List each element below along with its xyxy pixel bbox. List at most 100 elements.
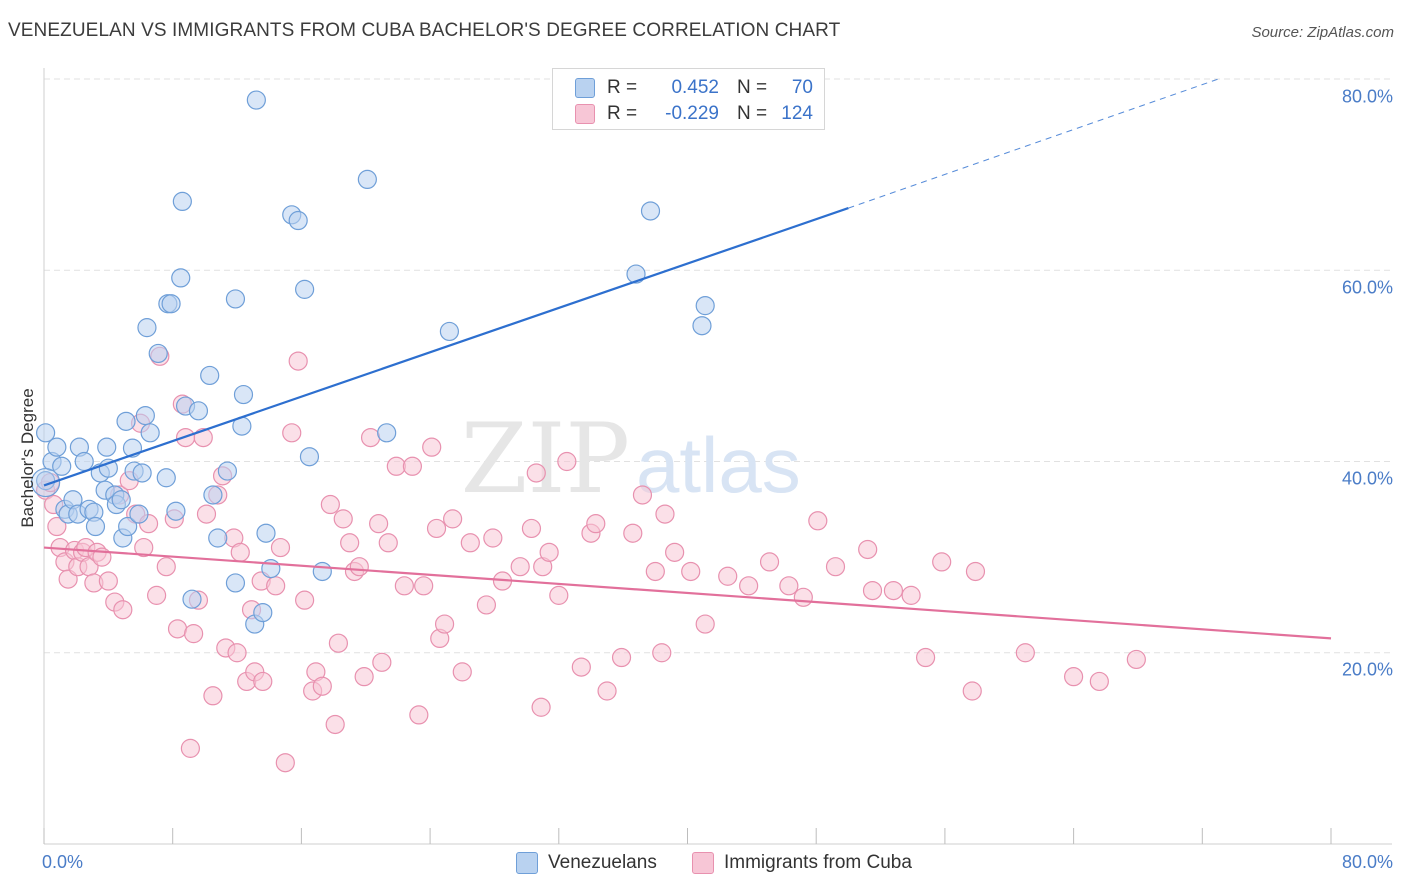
data-point-cuba — [360, 427, 381, 448]
data-point-venezuelan — [377, 423, 397, 443]
data-point-venezuelan — [246, 90, 266, 110]
trend-lines — [43, 78, 1332, 640]
data-point-venezuelan — [140, 423, 160, 443]
data-point-venezuelan — [31, 467, 61, 498]
data-point-cuba — [227, 643, 247, 663]
data-point-cuba — [779, 576, 799, 596]
data-point-cuba — [915, 647, 936, 668]
data-point-cuba — [1015, 643, 1035, 663]
data-point-cuba — [196, 504, 217, 524]
data-point-cuba — [1126, 649, 1146, 670]
legend-swatch-blue — [575, 78, 595, 98]
data-point-cuba — [759, 552, 780, 572]
data-point-cuba — [655, 504, 675, 524]
data-point-venezuelan — [74, 451, 94, 472]
data-point-cuba — [1089, 671, 1109, 692]
data-point-cuba — [652, 643, 672, 663]
data-point-venezuelan — [188, 401, 209, 421]
data-point-cuba — [695, 614, 715, 634]
data-point-cuba — [426, 518, 447, 539]
data-point-venezuelan — [36, 423, 56, 443]
data-point-venezuelan — [132, 463, 152, 483]
data-point-cuba — [340, 533, 360, 553]
data-point-venezuelan — [695, 296, 715, 316]
data-point-venezuelan — [200, 365, 220, 386]
data-point-cuba — [288, 351, 308, 371]
data-point-venezuelan — [312, 561, 332, 582]
data-point-cuba — [434, 614, 455, 634]
data-point-venezuelan — [225, 573, 246, 593]
data-point-cuba — [739, 576, 759, 596]
legend-n-value: 124 — [781, 103, 813, 124]
data-point-cuba — [932, 552, 952, 572]
data-point-cuba — [443, 509, 463, 529]
data-point-cuba — [645, 561, 665, 582]
data-point-cuba — [98, 571, 118, 591]
legend-r-value: -0.229 — [665, 103, 719, 124]
y-tick-label: 20.0% — [1341, 659, 1393, 680]
data-point-cuba — [378, 533, 398, 553]
legend-item-venezuelans: Venezuelans — [516, 852, 657, 874]
data-point-cuba — [47, 516, 67, 537]
data-point-cuba — [266, 576, 286, 596]
data-point-cuba — [369, 514, 389, 534]
data-point-venezuelan — [253, 602, 273, 623]
data-point-venezuelan — [217, 461, 237, 481]
x-axis-min-label: 0.0% — [42, 852, 84, 872]
legend-n-label: N = — [737, 103, 768, 124]
data-point-venezuelan — [135, 406, 155, 426]
data-point-cuba — [665, 542, 685, 562]
legend-swatch-pink — [692, 852, 714, 874]
data-point-cuba — [539, 542, 559, 562]
data-point-cuba — [681, 561, 701, 582]
watermark: ZIP atlas — [461, 403, 801, 515]
data-point-cuba — [632, 485, 653, 505]
data-point-cuba — [460, 533, 480, 553]
data-point-cuba — [531, 697, 551, 717]
y-tick-label: 80.0% — [1341, 86, 1393, 107]
legend-r-value: 0.452 — [671, 77, 719, 98]
data-point-cuba — [167, 619, 188, 639]
data-point-cuba — [282, 423, 302, 443]
series-venezuelans — [31, 90, 715, 634]
data-point-venezuelan — [439, 321, 460, 342]
source-credit: Source: ZipAtlas.com — [1251, 24, 1394, 41]
data-point-venezuelan — [118, 516, 138, 537]
trend-line-venezuelans-extension — [848, 78, 1219, 209]
data-point-cuba — [808, 511, 828, 531]
legend-row-cuba: R = -0.229 N = 124 — [575, 102, 813, 126]
legend-r-label: R = — [607, 77, 638, 98]
data-point-cuba — [134, 537, 154, 558]
data-point-cuba — [452, 662, 472, 682]
data-point-cuba — [295, 590, 315, 610]
data-point-cuba — [333, 509, 353, 529]
data-point-cuba — [718, 566, 738, 586]
data-point-venezuelan — [116, 411, 136, 431]
data-point-cuba — [354, 667, 374, 687]
data-point-venezuelan — [52, 456, 72, 476]
data-point-cuba — [521, 518, 542, 539]
data-point-cuba — [414, 576, 434, 596]
data-point-cuba — [793, 587, 813, 607]
series-legend: Venezuelans Immigrants from Cuba — [0, 852, 1406, 876]
data-point-cuba — [180, 738, 200, 758]
data-point-cuba — [476, 595, 497, 615]
data-point-cuba — [1063, 667, 1084, 687]
data-point-venezuelan — [97, 437, 117, 457]
data-point-venezuelan — [256, 523, 276, 543]
legend-item-cuba: Immigrants from Cuba — [692, 852, 912, 874]
data-point-venezuelan — [233, 384, 254, 405]
legend-label-cuba: Immigrants from Cuba — [724, 852, 912, 873]
data-point-cuba — [483, 528, 503, 548]
data-point-cuba — [402, 456, 423, 476]
data-point-cuba — [510, 557, 530, 577]
trend-line-cuba — [43, 546, 1332, 640]
data-point-venezuelan — [640, 201, 661, 221]
gridlines — [44, 78, 1392, 654]
data-point-venezuelan — [299, 447, 320, 467]
data-point-cuba — [147, 585, 167, 605]
data-point-cuba — [571, 657, 591, 677]
data-point-venezuelan — [208, 528, 228, 548]
data-point-cuba — [320, 494, 340, 515]
